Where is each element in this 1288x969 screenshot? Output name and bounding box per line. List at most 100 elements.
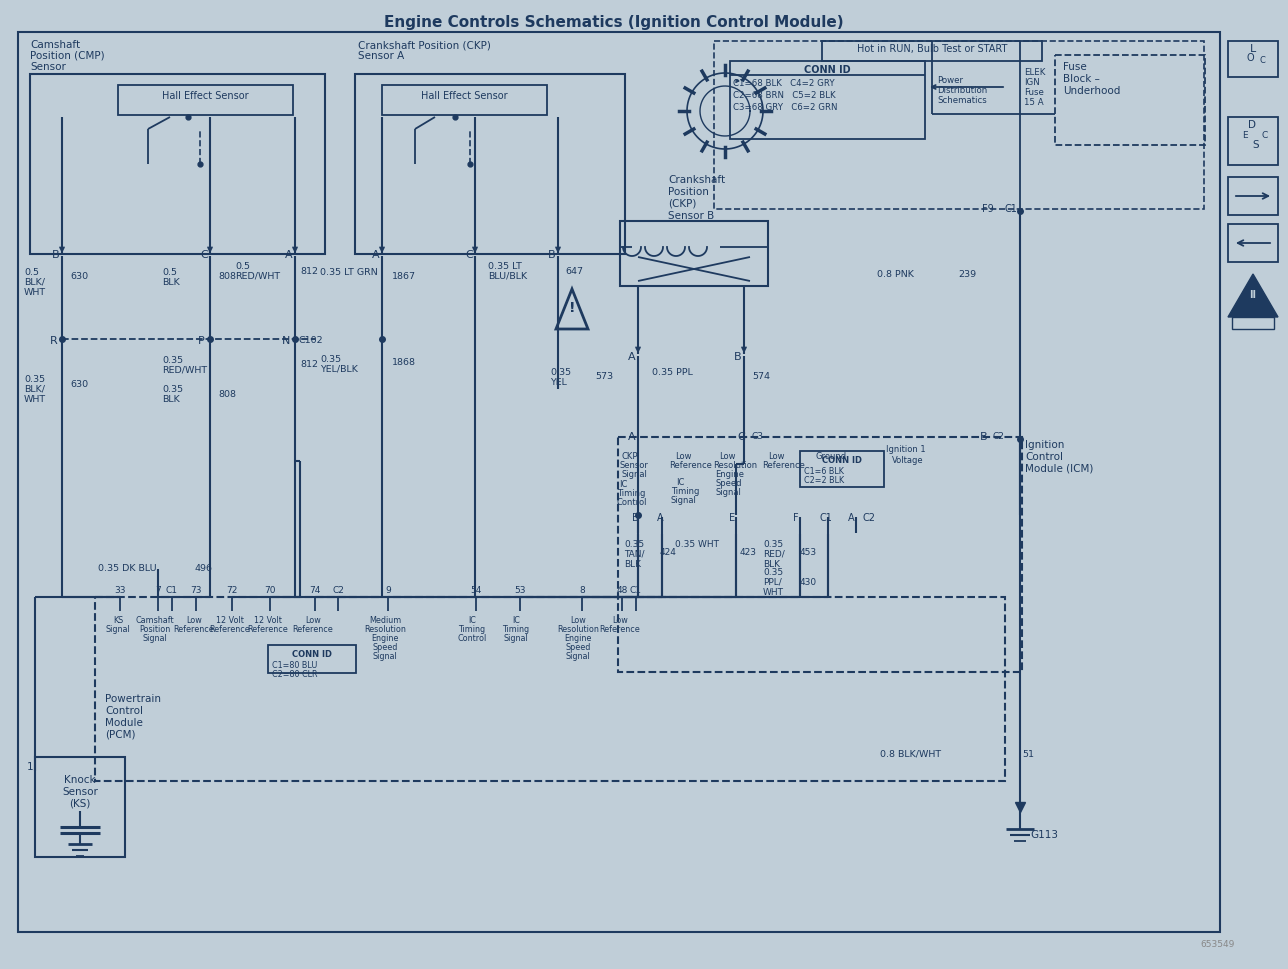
Text: 423: 423	[741, 547, 757, 556]
Text: 72: 72	[227, 585, 238, 594]
Text: Signal: Signal	[565, 651, 590, 660]
Text: 70: 70	[264, 585, 276, 594]
Text: Position: Position	[668, 187, 708, 197]
Text: C1: C1	[166, 585, 178, 594]
Text: Camshaft: Camshaft	[30, 40, 80, 50]
Text: C1=80 BLU: C1=80 BLU	[272, 660, 317, 670]
Text: Power: Power	[936, 76, 963, 85]
Text: 12 Volt: 12 Volt	[216, 615, 243, 624]
Text: A: A	[285, 250, 292, 260]
Text: Ignition 1: Ignition 1	[886, 445, 926, 453]
Text: B: B	[547, 250, 555, 260]
Text: 74: 74	[309, 585, 321, 594]
Text: Camshaft: Camshaft	[135, 615, 174, 624]
Bar	[730, 62, 925, 140]
Text: Fuse: Fuse	[1024, 88, 1043, 97]
Text: !: !	[569, 300, 576, 315]
Text: WHT: WHT	[24, 288, 46, 297]
Bar	[383, 86, 547, 116]
Text: 54: 54	[470, 585, 482, 594]
Text: P: P	[198, 335, 205, 346]
Text: Control: Control	[457, 634, 487, 642]
Text: C3=68 GRY   C6=2 GRN: C3=68 GRY C6=2 GRN	[733, 103, 837, 111]
Bar	[35, 757, 125, 858]
Text: B: B	[52, 250, 59, 260]
Text: BLK: BLK	[162, 394, 180, 403]
Bar	[1227, 42, 1278, 78]
Text: Position: Position	[139, 624, 170, 634]
Text: CONN ID: CONN ID	[804, 65, 850, 75]
Text: Control: Control	[1025, 452, 1063, 461]
Text: 0.35: 0.35	[162, 356, 183, 364]
Text: 12 Volt: 12 Volt	[254, 615, 282, 624]
Text: 453: 453	[800, 547, 817, 556]
Bar	[355, 75, 625, 255]
Text: Low: Low	[571, 615, 586, 624]
Text: C3: C3	[752, 431, 764, 441]
Text: WHT: WHT	[24, 394, 46, 403]
Text: C: C	[737, 431, 744, 442]
Text: O: O	[1247, 53, 1255, 63]
Text: 630: 630	[70, 271, 88, 281]
Text: 574: 574	[752, 372, 770, 381]
Text: Reference: Reference	[762, 460, 805, 470]
Text: C1: C1	[820, 513, 833, 522]
Bar	[1227, 178, 1278, 216]
Text: C2: C2	[332, 585, 344, 594]
Text: C2=68 BRN   C5=2 BLK: C2=68 BRN C5=2 BLK	[733, 91, 836, 100]
Text: B: B	[734, 352, 742, 361]
Text: Timing: Timing	[502, 624, 529, 634]
Text: Distribution: Distribution	[936, 86, 987, 95]
Text: Signal: Signal	[671, 495, 697, 505]
Text: KS: KS	[113, 615, 124, 624]
Bar	[268, 645, 355, 673]
Text: C: C	[200, 250, 207, 260]
Text: YEL: YEL	[550, 378, 567, 387]
Text: IC: IC	[513, 615, 520, 624]
Bar	[1227, 118, 1278, 166]
Text: RED/WHT: RED/WHT	[162, 365, 207, 375]
Text: S: S	[1252, 140, 1258, 150]
Text: Module (ICM): Module (ICM)	[1025, 463, 1094, 474]
Text: N: N	[282, 335, 290, 346]
Text: Block –: Block –	[1063, 74, 1100, 84]
Polygon shape	[1227, 275, 1278, 318]
Bar	[714, 42, 1204, 209]
Text: TAN/: TAN/	[623, 549, 644, 558]
Text: Ignition: Ignition	[1025, 440, 1064, 450]
Text: 51: 51	[1021, 749, 1034, 758]
Text: Speed: Speed	[372, 642, 398, 651]
Bar	[95, 597, 1005, 781]
Text: Engine: Engine	[371, 634, 399, 642]
Text: 73: 73	[191, 585, 202, 594]
Text: 812: 812	[300, 359, 318, 368]
Text: C1: C1	[630, 585, 641, 594]
Text: Crankshaft: Crankshaft	[668, 174, 725, 185]
Text: 0.5: 0.5	[24, 267, 39, 277]
Text: Signal: Signal	[143, 634, 167, 642]
Text: C2: C2	[863, 513, 876, 522]
Text: 0.35: 0.35	[550, 367, 571, 377]
Text: BLK/: BLK/	[24, 385, 45, 393]
Text: (KS): (KS)	[70, 798, 90, 808]
Text: Underhood: Underhood	[1063, 86, 1121, 96]
Text: RED/WHT: RED/WHT	[234, 271, 279, 281]
Text: 0.35 LT: 0.35 LT	[488, 262, 522, 270]
Text: Schematics: Schematics	[936, 96, 987, 105]
Text: 1868: 1868	[392, 358, 416, 366]
Text: Sensor: Sensor	[62, 786, 98, 797]
Text: 653549: 653549	[1200, 939, 1235, 948]
Text: 647: 647	[565, 266, 583, 276]
Text: ELEK: ELEK	[1024, 68, 1046, 77]
Text: A: A	[657, 513, 663, 522]
Text: Powertrain: Powertrain	[106, 693, 161, 703]
Text: Timing: Timing	[671, 486, 699, 495]
Text: Engine Controls Schematics (Ignition Control Module): Engine Controls Schematics (Ignition Con…	[384, 15, 844, 30]
Text: Low: Low	[305, 615, 321, 624]
Text: 812: 812	[300, 266, 318, 276]
Text: Low: Low	[719, 452, 735, 460]
Text: 0.35: 0.35	[762, 568, 783, 577]
Text: Crankshaft Position (CKP): Crankshaft Position (CKP)	[358, 40, 491, 50]
Bar	[1055, 56, 1206, 146]
Text: 8: 8	[580, 585, 585, 594]
